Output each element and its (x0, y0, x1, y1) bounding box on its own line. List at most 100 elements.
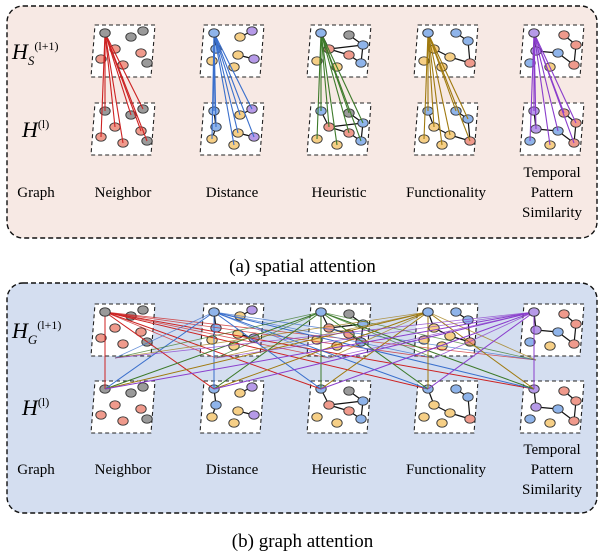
graph-node (552, 48, 564, 58)
attention-edge (104, 32, 132, 116)
attention-edge (114, 311, 429, 359)
graph-node (95, 410, 107, 420)
graph-label-4-2: Similarity (522, 482, 583, 498)
graph-node (232, 406, 244, 416)
graph-node (552, 404, 564, 414)
graph-node (234, 388, 246, 398)
graph-node (246, 382, 258, 392)
graph-node (558, 386, 570, 396)
graph-node (206, 56, 218, 66)
target-node (422, 28, 434, 38)
graph-node (558, 30, 570, 40)
attention-edge (427, 311, 535, 390)
attention-edge (423, 32, 429, 140)
graph-node (524, 414, 536, 424)
graph-node (544, 341, 556, 351)
target-node (528, 307, 540, 317)
graph-node (117, 339, 129, 349)
graph-node (109, 323, 121, 333)
attention-edge (320, 32, 330, 128)
graph-label-3-0: Functionality (406, 185, 486, 201)
graph-node (331, 418, 343, 428)
attention-edge (104, 32, 144, 110)
graph-node (343, 50, 355, 60)
target-node (315, 307, 327, 317)
graph-node (568, 416, 580, 426)
attention-edge (328, 311, 535, 359)
graph-node (552, 327, 564, 337)
graph-node (141, 58, 153, 68)
graph-node (418, 412, 430, 422)
graph-label-4-0: Temporal (523, 442, 580, 458)
graph-node (137, 26, 149, 36)
target-node (208, 307, 220, 317)
attention-edge (316, 32, 322, 140)
graph-tile-bottom-0 (90, 380, 156, 434)
attention-edge (328, 311, 429, 359)
graph-node (544, 418, 556, 428)
graph-node (462, 392, 474, 402)
attention-edge (104, 32, 124, 144)
target-node (208, 28, 220, 38)
graph-node (568, 339, 580, 349)
attention-edge (213, 32, 217, 128)
attention-edge (213, 32, 241, 116)
attention-edge (320, 32, 350, 134)
graph-label-4-2: Similarity (522, 205, 583, 221)
graph-node (228, 62, 240, 72)
graph-edge (328, 44, 364, 50)
attention-edge (529, 32, 535, 142)
graph-node (323, 323, 335, 333)
graph-node (355, 414, 367, 424)
attention-edge (427, 32, 469, 120)
attention-edge (211, 32, 215, 140)
attention-edge (114, 311, 322, 359)
graph-node (436, 418, 448, 428)
graph-label-0-0: Neighbor (95, 185, 152, 201)
caption-graph-attention: (b) graph attention (231, 531, 374, 552)
graph-node (248, 54, 260, 64)
attention-edge (104, 311, 535, 390)
attention-edge (213, 32, 235, 146)
graph-node (530, 402, 542, 412)
graph-node (117, 416, 129, 426)
target-node (528, 28, 540, 38)
panel-spatial: HS(l+1) H(l) Graph Neighbor Distance Heuristi… (6, 5, 598, 239)
attention-edge (104, 311, 322, 390)
target-node (315, 28, 327, 38)
graph-node (232, 50, 244, 60)
graph-node (135, 404, 147, 414)
graph-node (125, 388, 137, 398)
graph-node (234, 32, 246, 42)
attention-edge (213, 32, 239, 134)
attention-edge (213, 32, 255, 138)
graph-node (462, 36, 474, 46)
graph-node (444, 52, 456, 62)
graph-node (95, 333, 107, 343)
attention-edge (114, 311, 215, 359)
graph-node (141, 414, 153, 424)
attention-edge (215, 311, 322, 359)
graph-label-1-0: Distance (206, 462, 259, 478)
attention-edge (433, 311, 535, 359)
graph-tile-bottom-0 (90, 102, 156, 156)
caption-spatial-attention: (a) spatial attention (229, 256, 376, 277)
attention-edge (104, 32, 148, 142)
graph-node (450, 384, 462, 394)
attention-edge (320, 32, 364, 124)
graph-node (135, 327, 147, 337)
graph-label-4-1: Pattern (531, 185, 574, 201)
attention-edge (427, 32, 451, 136)
graph-node (570, 40, 582, 50)
graph-node (343, 386, 355, 396)
panel-graph: HG(l+1) H(l) Graph Neighbor Distance Heuristi… (6, 282, 598, 514)
attention-edge (100, 32, 106, 138)
attention-edge (533, 32, 551, 146)
attention-edges-graph (104, 311, 537, 390)
label-top-spatial: HS(l+1) (11, 39, 58, 68)
row-label-graph: Graph (17, 462, 55, 478)
attention-edge (320, 32, 338, 146)
graph-node (464, 58, 476, 68)
graph-node (530, 325, 542, 335)
